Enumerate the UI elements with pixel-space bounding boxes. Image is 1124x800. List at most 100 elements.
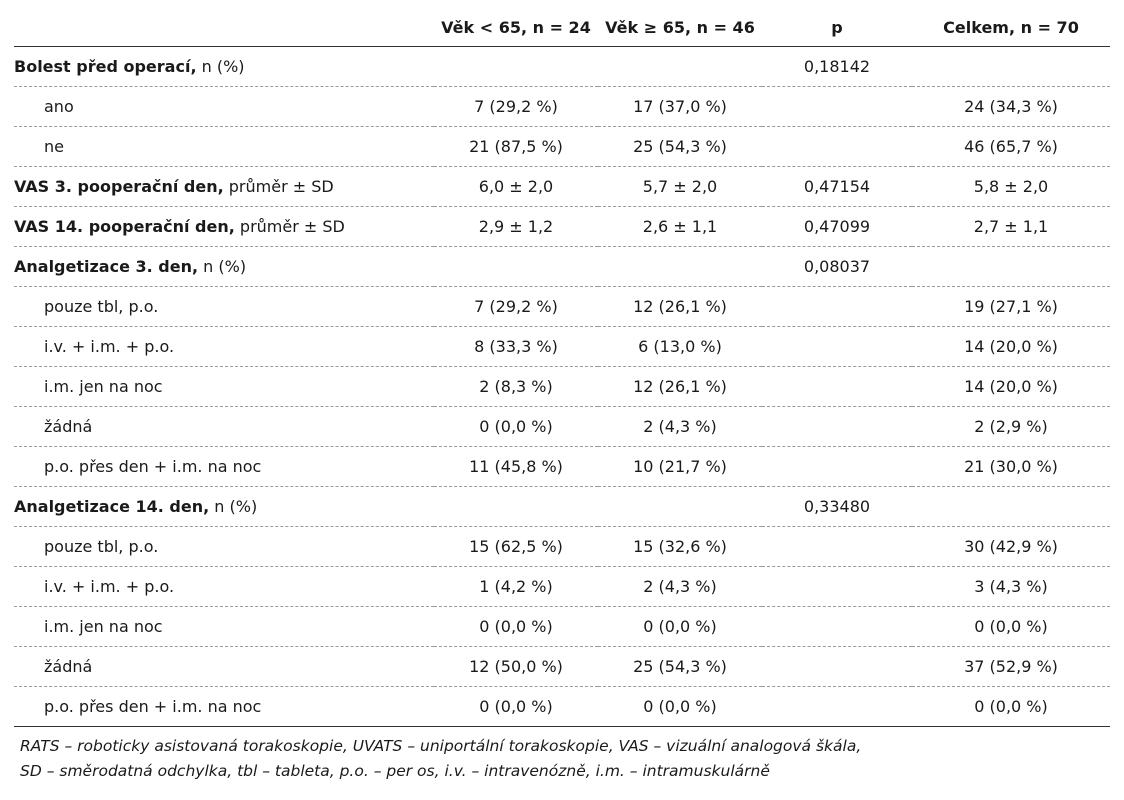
cell-p-value: [762, 286, 912, 327]
table-row: ne 21 (87,5 %) 25 (54,3 %) 46 (65,7 %): [14, 126, 1110, 167]
row-label-text: i.m. jen na noc: [44, 617, 163, 636]
cell-p-value: 0,47154: [762, 166, 912, 207]
row-sublabel: žádná: [14, 646, 434, 687]
cell-total: [912, 46, 1110, 87]
cell-p-value: 0,33480: [762, 486, 912, 527]
cell-total: 19 (27,1 %): [912, 286, 1110, 327]
cell-age-65-plus: [598, 246, 762, 287]
cell-p-value: [762, 126, 912, 167]
table-row: Bolest před operací, n (%) 0,18142: [14, 46, 1110, 87]
row-sublabel: i.v. + i.m. + p.o.: [14, 326, 434, 367]
row-label-bold: VAS 14. pooperační den,: [14, 217, 235, 236]
cell-age-under-65: [434, 246, 598, 287]
table-row: pouze tbl, p.o. 15 (62,5 %) 15 (32,6 %) 30 …: [14, 526, 1110, 567]
cell-p-value: 0,18142: [762, 46, 912, 87]
table-row: Analgetizace 14. den, n (%) 0,33480: [14, 486, 1110, 527]
cell-age-65-plus: [598, 486, 762, 527]
table-row: i.m. jen na noc 0 (0,0 %) 0 (0,0 %) 0 (0,0 …: [14, 606, 1110, 647]
cell-age-65-plus: 2 (4,3 %): [598, 566, 762, 607]
table-row: ano 7 (29,2 %) 17 (37,0 %) 24 (34,3 %): [14, 86, 1110, 127]
cell-age-under-65: [434, 486, 598, 527]
row-label-bold: Bolest před operací,: [14, 57, 197, 76]
cell-age-65-plus: 2,6 ± 1,1: [598, 206, 762, 247]
cell-p-value: [762, 366, 912, 407]
header-label: [14, 8, 434, 47]
cell-p-value: [762, 686, 912, 727]
row-sublabel: žádná: [14, 406, 434, 447]
cell-total: 46 (65,7 %): [912, 126, 1110, 167]
row-sublabel: p.o. přes den + i.m. na noc: [14, 446, 434, 487]
cell-total: 37 (52,9 %): [912, 646, 1110, 687]
cell-total: 21 (30,0 %): [912, 446, 1110, 487]
row-label-bold: Analgetizace 3. den,: [14, 257, 199, 276]
footnote-line-1: RATS – roboticky asistovaná torakoskopie…: [20, 737, 862, 755]
table-row: i.m. jen na noc 2 (8,3 %) 12 (26,1 %) 14 (2…: [14, 366, 1110, 407]
cell-age-under-65: 6,0 ± 2,0: [434, 166, 598, 207]
cell-age-under-65: 7 (29,2 %): [434, 86, 598, 127]
row-sublabel: i.m. jen na noc: [14, 366, 434, 407]
cell-age-65-plus: 0 (0,0 %): [598, 606, 762, 647]
cell-age-65-plus: 12 (26,1 %): [598, 286, 762, 327]
table-row: i.v. + i.m. + p.o. 1 (4,2 %) 2 (4,3 %) 3 (4…: [14, 566, 1110, 607]
row-label-text: n (%): [198, 257, 247, 276]
cell-p-value: [762, 446, 912, 487]
cell-age-under-65: 8 (33,3 %): [434, 326, 598, 367]
table-body: Bolest před operací, n (%) 0,18142 ano 7 (2…: [14, 46, 1110, 727]
header-total: Celkem, n = 70: [912, 8, 1110, 47]
cell-total: 30 (42,9 %): [912, 526, 1110, 567]
cell-p-value: [762, 606, 912, 647]
cell-age-65-plus: 25 (54,3 %): [598, 646, 762, 687]
row-label-bold: Analgetizace 14. den,: [14, 497, 210, 516]
row-sublabel: i.m. jen na noc: [14, 606, 434, 647]
cell-age-65-plus: 10 (21,7 %): [598, 446, 762, 487]
row-label-text: p.o. přes den + i.m. na noc: [44, 697, 262, 716]
cell-p-value: [762, 526, 912, 567]
table-row: p.o. přes den + i.m. na noc 11 (45,8 %) 10…: [14, 446, 1110, 487]
row-label-text: i.v. + i.m. + p.o.: [44, 577, 175, 596]
row-label-text: ne: [44, 137, 64, 156]
row-label-text: i.m. jen na noc: [44, 377, 163, 396]
cell-p-value: [762, 326, 912, 367]
pain-analgesia-table: Věk < 65, n = 24 Věk ≥ 65, n = 46 p Celk…: [14, 8, 1110, 727]
cell-p-value: [762, 566, 912, 607]
table-header: Věk < 65, n = 24 Věk ≥ 65, n = 46 p Celk…: [14, 8, 1110, 47]
cell-p-value: [762, 406, 912, 447]
row-label-text: ano: [44, 97, 74, 116]
row-label-text: pouze tbl, p.o.: [44, 297, 159, 316]
cell-total: 5,8 ± 2,0: [912, 166, 1110, 207]
cell-age-under-65: 0 (0,0 %): [434, 606, 598, 647]
cell-age-65-plus: 15 (32,6 %): [598, 526, 762, 567]
table-row: i.v. + i.m. + p.o. 8 (33,3 %) 6 (13,0 %) 14…: [14, 326, 1110, 367]
row-label-text: n (%): [196, 57, 245, 76]
cell-p-value: 0,47099: [762, 206, 912, 247]
cell-age-under-65: 2 (8,3 %): [434, 366, 598, 407]
cell-age-under-65: 11 (45,8 %): [434, 446, 598, 487]
cell-age-under-65: 12 (50,0 %): [434, 646, 598, 687]
cell-p-value: [762, 646, 912, 687]
cell-age-65-plus: 25 (54,3 %): [598, 126, 762, 167]
cell-age-65-plus: 5,7 ± 2,0: [598, 166, 762, 207]
cell-total: [912, 486, 1110, 527]
cell-age-under-65: 2,9 ± 1,2: [434, 206, 598, 247]
header-age-under-65: Věk < 65, n = 24: [434, 8, 598, 47]
row-label-text: žádná: [44, 417, 93, 436]
table-row: žádná 12 (50,0 %) 25 (54,3 %) 37 (52,9 %): [14, 646, 1110, 687]
cell-age-under-65: 0 (0,0 %): [434, 686, 598, 727]
row-sublabel: ano: [14, 86, 434, 127]
cell-age-65-plus: 12 (26,1 %): [598, 366, 762, 407]
cell-age-under-65: 7 (29,2 %): [434, 286, 598, 327]
row-sublabel: pouze tbl, p.o.: [14, 526, 434, 567]
footnote-line-2: SD – směrodatná odchylka, tbl – tableta,…: [20, 762, 770, 780]
row-label-text: průměr ± SD: [234, 217, 345, 236]
cell-total: 3 (4,3 %): [912, 566, 1110, 607]
row-label-text: průměr ± SD: [223, 177, 334, 196]
row-label: VAS 3. pooperační den, průměr ± SD: [14, 166, 434, 207]
cell-total: 2,7 ± 1,1: [912, 206, 1110, 247]
cell-total: 14 (20,0 %): [912, 326, 1110, 367]
row-label-bold: VAS 3. pooperační den,: [14, 177, 224, 196]
row-label-text: p.o. přes den + i.m. na noc: [44, 457, 262, 476]
table-row: p.o. přes den + i.m. na noc 0 (0,0 %) 0 (0…: [14, 686, 1110, 727]
header-row: Věk < 65, n = 24 Věk ≥ 65, n = 46 p Celk…: [14, 8, 1110, 47]
row-label-text: žádná: [44, 657, 93, 676]
